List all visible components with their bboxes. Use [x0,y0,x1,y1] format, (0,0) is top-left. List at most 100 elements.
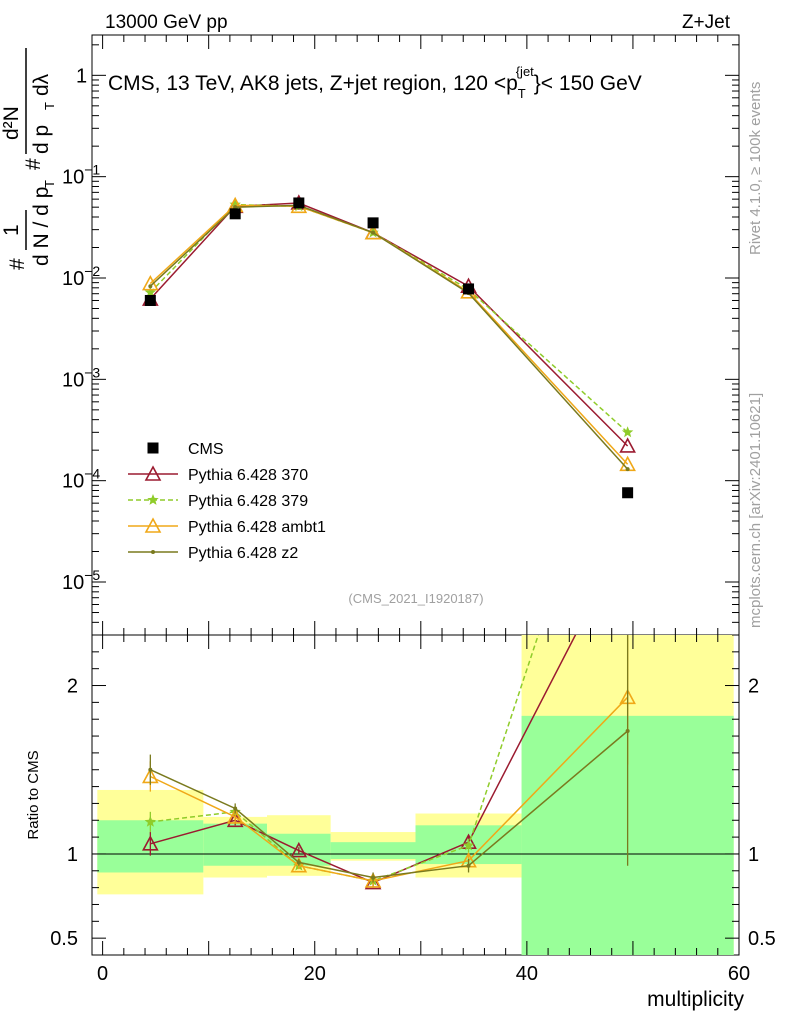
main-y-tick-base: 10 [62,572,84,594]
legend-marker-pythia-6-428-370 [144,465,162,481]
ratio-y-tick-label-left-0: 0.5 [50,928,78,950]
ylabel-t-sub: T [42,180,57,188]
ylabel-hash-2: # [22,158,45,170]
main-line-pythia-6-428-370 [149,202,629,447]
ylabel-d2n: d²N [0,106,23,140]
ylabel-hash: # [6,258,29,270]
main-y-tick-exponent: −5 [84,567,100,583]
rivet-version-label: Rivet 4.1.0, ≥ 100k events [747,82,764,255]
legend-label-cms: CMS [188,441,224,458]
main-y-tick-base: 1 [76,65,87,87]
main-y-tick-label-5: 10−5 [62,567,100,594]
legend-marker-pythia-6-428-ambt1 [144,517,162,533]
plot-title-main: CMS, 13 TeV, AK8 jets, Z+jet region, 120… [108,72,518,95]
main-y-tick-label-2: 10−2 [62,263,100,290]
ratio-point-pythia-6-428-370 [141,835,159,851]
ratio-point-pythia-6-428-379 [622,360,633,371]
ratio-y-tick-label-right-1: 1 [748,844,759,866]
main-point-cms [144,294,156,306]
main-y-tick-label-3: 10−3 [62,364,100,391]
main-series-layer [141,194,636,499]
ratio-point-pythia-6-428-z2 [625,729,630,733]
legend-marker-pythia-6-428-z2 [151,550,155,554]
x-tick-label-0: 0 [97,963,108,985]
legend-label-pythia-6-428-379: Pythia 6.428 379 [188,493,308,510]
main-line-pythia-6-428-z2 [149,204,629,470]
ratio-y-axis-label: Ratio to CMS [25,750,42,839]
main-y-tick-exponent: −1 [84,162,100,178]
ratio-point-pythia-6-428-ambt1 [290,857,308,873]
main-point-cms [293,197,305,209]
main-point-cms [622,487,634,499]
ratio-band-green-3 [330,842,416,859]
main-point-pythia-6-428-z2 [625,467,630,472]
ratio-point-pythia-6-428-379 [144,815,156,827]
legend-label-pythia-6-428-ambt1: Pythia 6.428 ambt1 [188,519,326,536]
ratio-point-pythia-6-428-370 [621,527,635,540]
ratio-point-pythia-6-428-370 [290,841,308,858]
x-tick-label-1: 20 [304,963,326,985]
ratio-point-pythia-6-428-ambt1 [364,872,382,888]
main-point-pythia-6-428-z2 [371,230,376,235]
legend: CMS Pythia 6.428 370 Pythia 6.428 379 Pythi… [128,441,326,562]
ratio-axis-ticks: 0.5 0.51 12 20 20 40 60 [50,635,776,985]
ylabel-dn-dpt: d N / d p [30,187,53,266]
main-point-pythia-6-428-z2 [233,205,238,210]
ratio-y-tick-label-right-0: 0.5 [748,928,776,950]
main-y-axis-label: # 1 d N / d p T # d²N d p T dλ [0,48,57,270]
main-point-pythia-6-428-379 [621,426,634,438]
main-y-tick-exponent: −4 [84,466,100,482]
plot-title-sub: T [518,86,526,101]
legend-label-pythia-6-428-370: Pythia 6.428 370 [188,467,308,484]
main-y-tick-base: 10 [62,167,84,189]
ratio-line-pythia-6-428-370 [150,635,577,884]
ylabel-one: 1 [0,224,23,236]
main-line-pythia-6-428-379 [149,203,629,433]
legend-label-pythia-6-428-z2: Pythia 6.428 z2 [188,545,298,562]
x-axis-label: multiplicity [647,988,744,1011]
ratio-y-tick-label-left-2: 2 [67,676,78,698]
legend-marker-cms [147,442,159,454]
ratio-point-pythia-6-428-z2 [371,875,376,880]
ylabel-dpt: d p [30,125,53,154]
main-y-tick-label-1: 10−1 [62,162,100,189]
main-y-tick-label-4: 10−4 [62,466,100,493]
ratio-point-pythia-6-428-ambt1 [226,808,244,824]
x-tick-label-2: 40 [516,963,538,985]
main-line-pythia-6-428-ambt1 [149,204,629,465]
ratio-point-pythia-6-428-z2 [233,806,238,811]
energy-label: 13000 GeV pp [105,12,228,33]
ratio-series-layer [141,360,636,890]
ylabel-dlambda: dλ [30,73,53,96]
main-y-tick-base: 10 [62,268,84,290]
legend-marker-pythia-6-428-379 [147,494,159,505]
main-point-pythia-6-428-379 [229,198,241,210]
main-y-tick-exponent: −2 [84,263,100,279]
ratio-y-tick-label-left-1: 1 [67,844,78,866]
ratio-series-clipped [141,360,636,890]
main-y-tick-exponent: −3 [84,364,100,380]
ratio-point-pythia-6-428-z2 [466,863,471,868]
ylabel-t-sub-2: T [42,102,57,110]
plot-title: CMS, 13 TeV, AK8 jets, Z+jet region, 120… [108,64,642,101]
main-y-tick-label-0: 1 [76,65,87,87]
ratio-point-pythia-6-428-z2 [296,860,301,865]
main-y-tick-base: 10 [62,369,84,391]
main-y-tick-base: 10 [62,471,84,493]
ratio-line-pythia-6-428-ambt1 [149,696,629,882]
process-label: Z+Jet [682,12,731,33]
ratio-plot-frame [91,634,740,956]
ratio-y-tick-label-right-2: 2 [748,676,759,698]
main-point-pythia-6-428-379 [144,286,156,298]
main-point-pythia-6-428-z2 [148,284,153,289]
main-axis-ticks: 110−110−210−310−410−5 [62,35,740,636]
x-tick-label-3: 60 [728,963,750,985]
mcplots-source-label: mcplots.cern.ch [arXiv:2401.10621] [747,393,764,628]
ratio-point-pythia-6-428-z2 [148,767,153,772]
ratio-line-pythia-6-428-z2 [149,730,629,879]
plot-title-sup: {jet [516,64,534,79]
analysis-id-label: (CMS_2021_I1920187) [348,591,483,606]
main-point-cms [463,283,475,295]
ratio-point-pythia-6-428-379 [462,839,475,851]
